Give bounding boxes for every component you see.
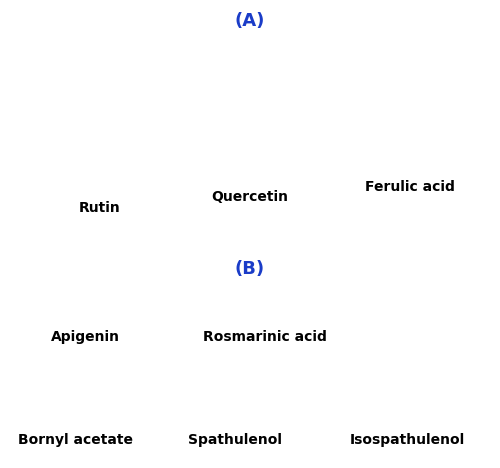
Text: Rosmarinic acid: Rosmarinic acid [203, 330, 327, 344]
Text: Ferulic acid: Ferulic acid [365, 180, 455, 194]
Text: Bornyl acetate: Bornyl acetate [18, 433, 132, 447]
Text: Rutin: Rutin [79, 201, 121, 215]
Text: (B): (B) [235, 260, 265, 278]
Text: Spathulenol: Spathulenol [188, 433, 282, 447]
Text: Isospathulenol: Isospathulenol [350, 433, 465, 447]
Text: Quercetin: Quercetin [212, 190, 288, 204]
Text: (A): (A) [235, 12, 265, 29]
Text: Apigenin: Apigenin [50, 330, 119, 344]
